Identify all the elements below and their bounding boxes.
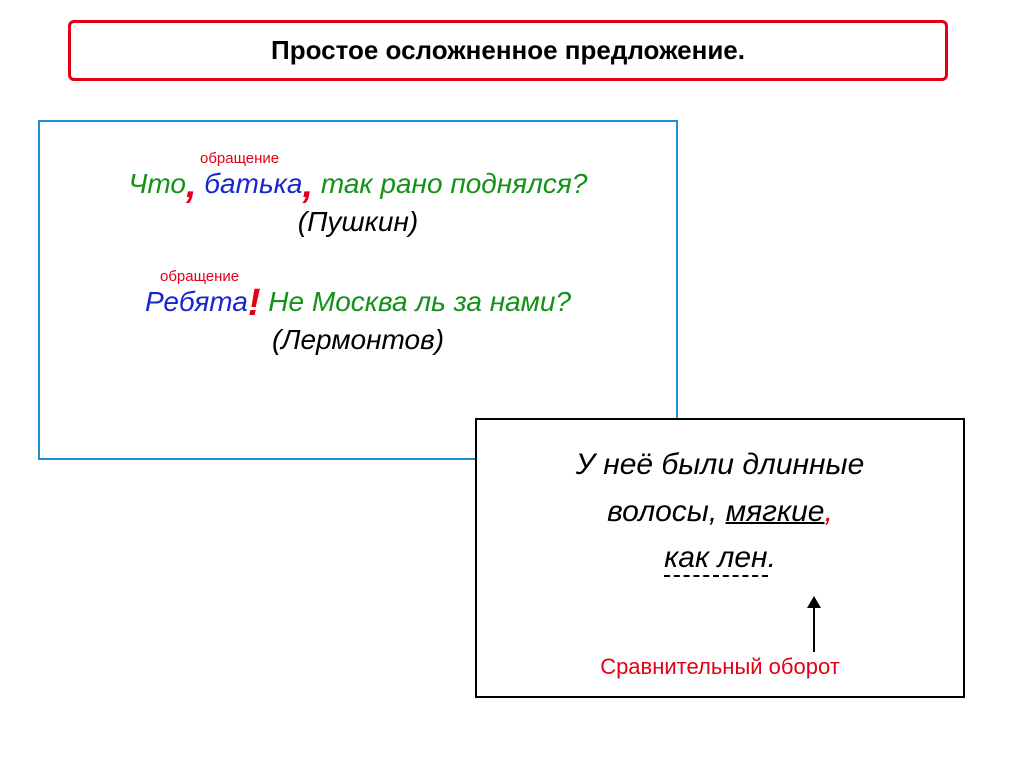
ex1-word1: Что (129, 168, 186, 199)
ex2-word2: Не Москва ль за нами? (261, 286, 572, 317)
ex1-word3: так рано поднялся? (313, 168, 587, 199)
ex1-word2: батька (197, 168, 303, 199)
ex2-excl: ! (248, 282, 261, 324)
ex2-word1: Ребята (145, 286, 248, 317)
label-wrap-1: обращение (200, 150, 279, 168)
arrow-wrap (503, 596, 937, 652)
arrow-stem-icon (813, 608, 815, 652)
ex1-comma1: , (186, 164, 197, 206)
ex3-line2b: , (709, 495, 726, 528)
example-box-2: У неё были длинные волосы, мягкие, как л… (475, 418, 965, 698)
ex3-line2a: волосы (607, 495, 709, 528)
ex3-line2c: мягкие (726, 495, 825, 528)
example2-sentence: Ребята! Не Москва ль за нами? (70, 286, 646, 318)
example1-wrap: обращение Что, батька, так рано поднялся… (70, 168, 646, 238)
ex1-author: (Пушкин) (70, 206, 646, 238)
ex3-line1: У неё были длинные (576, 448, 865, 481)
label-wrap-2: обращение (160, 268, 239, 286)
comparison-label: Сравнительный оборот (503, 654, 937, 680)
example1-sentence: Что, батька, так рано поднялся? (70, 168, 646, 200)
ex2-author: (Лермонтов) (70, 324, 646, 356)
address-label-1: обращение (200, 150, 279, 167)
ex1-comma2: , (302, 164, 313, 206)
arrow-icon (807, 596, 821, 652)
arrow-head-icon (807, 596, 821, 608)
address-label-2: обращение (160, 268, 239, 285)
example2-wrap: обращение Ребята! Не Москва ль за нами? … (70, 286, 646, 356)
ex3-line3b: . (768, 541, 776, 574)
ex3-line2d: , (824, 495, 832, 528)
page-title: Простое осложненное предложение. (271, 35, 745, 65)
ex3-line3a: как лен (664, 541, 767, 577)
example3-sentence: У неё были длинные волосы, мягкие, как л… (503, 442, 937, 582)
title-box: Простое осложненное предложение. (68, 20, 948, 81)
example-box-1: обращение Что, батька, так рано поднялся… (38, 120, 678, 460)
